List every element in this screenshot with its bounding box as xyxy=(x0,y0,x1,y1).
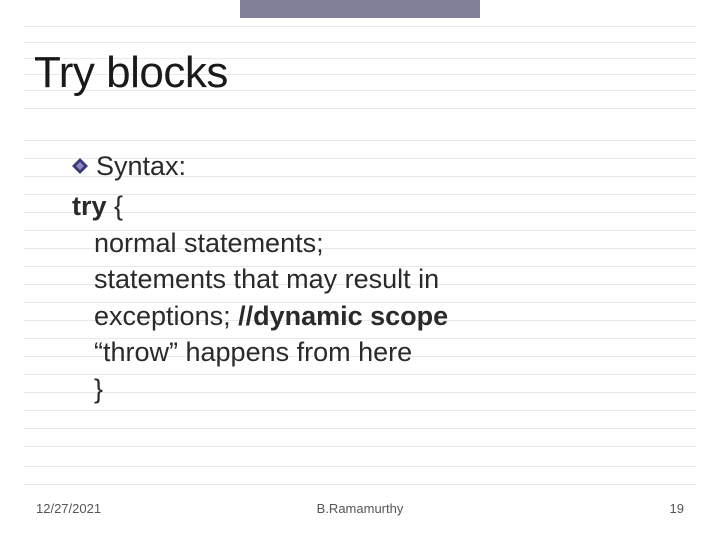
content-line: statements that may result in xyxy=(94,261,660,297)
slide-title: Try blocks xyxy=(34,48,228,98)
content-line: normal statements; xyxy=(94,225,660,261)
footer: 12/27/2021 B.Ramamurthy 19 xyxy=(0,501,720,516)
bullet-text: Syntax: xyxy=(96,148,186,184)
background-rule xyxy=(24,108,696,109)
slide-content: Syntax: try {normal statements;statements… xyxy=(72,148,660,407)
bullet-line: Syntax: xyxy=(72,148,660,184)
footer-author: B.Ramamurthy xyxy=(317,501,404,516)
content-line: } xyxy=(94,371,660,407)
top-banner xyxy=(240,0,480,18)
footer-date: 12/27/2021 xyxy=(36,501,101,516)
background-rule xyxy=(24,26,696,27)
content-line: try { xyxy=(72,188,660,224)
footer-page: 19 xyxy=(670,501,684,516)
background-rule xyxy=(24,140,696,141)
background-rule xyxy=(24,484,696,485)
background-rule xyxy=(24,466,696,467)
content-line: “throw” happens from here xyxy=(94,334,660,370)
background-rule xyxy=(24,446,696,447)
background-rule xyxy=(24,410,696,411)
background-rule xyxy=(24,428,696,429)
content-line: exceptions; //dynamic scope xyxy=(94,298,660,334)
diamond-bullet-icon xyxy=(72,158,88,174)
background-rule xyxy=(24,42,696,43)
